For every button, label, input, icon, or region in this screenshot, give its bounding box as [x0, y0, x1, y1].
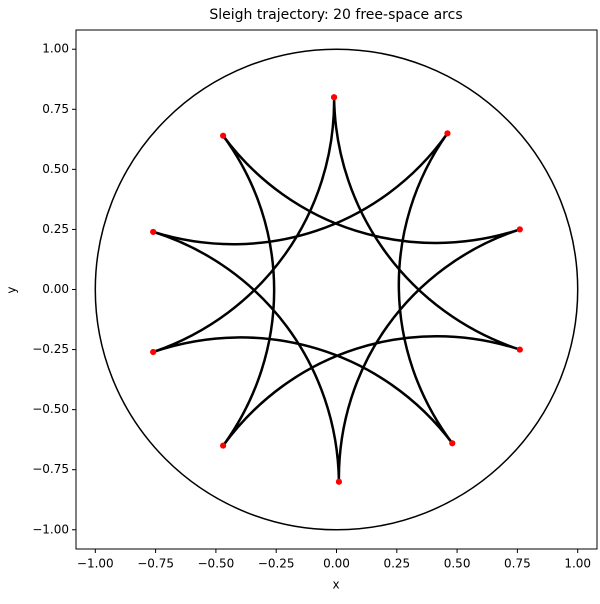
y-tick-label: 0.25	[42, 222, 69, 236]
cusp-marker	[335, 478, 342, 485]
x-tick-label: −1.00	[77, 557, 114, 571]
cusp-marker	[331, 94, 338, 101]
y-tick-label: 1.00	[42, 42, 69, 56]
y-tick-label: 0.50	[42, 162, 69, 176]
y-tick-label: −0.25	[32, 342, 69, 356]
x-tick-label: 0.25	[383, 557, 410, 571]
cusp-marker	[516, 226, 523, 233]
y-tick-label: −0.50	[32, 402, 69, 416]
chart-title: Sleigh trajectory: 20 free-space arcs	[209, 7, 462, 23]
plot-frame	[75, 29, 598, 550]
boundary-circle	[94, 48, 579, 531]
x-tick-label: −0.25	[258, 557, 295, 571]
x-tick-label: −0.75	[137, 557, 174, 571]
x-tick-label: 0.50	[444, 557, 471, 571]
x-tick-label: −0.50	[198, 557, 235, 571]
trajectory-line	[152, 97, 521, 482]
y-tick-label: −1.00	[32, 522, 69, 536]
x-tick-label: 1.00	[564, 557, 591, 571]
y-axis-label: y	[5, 286, 19, 293]
cusp-marker	[220, 132, 227, 139]
x-axis-label: x	[332, 578, 339, 592]
cusp-marker	[220, 442, 227, 449]
y-tick-label: −0.75	[32, 462, 69, 476]
y-tick-label: 0.00	[42, 282, 69, 296]
x-tick-label: 0.75	[504, 557, 531, 571]
cusp-marker	[516, 346, 523, 353]
x-tick-label: 0.00	[323, 557, 350, 571]
cusp-marker	[444, 130, 451, 137]
cusp-marker	[150, 348, 157, 355]
cusp-marker	[150, 228, 157, 235]
cusp-marker	[449, 440, 456, 447]
y-tick-label: 0.75	[42, 102, 69, 116]
